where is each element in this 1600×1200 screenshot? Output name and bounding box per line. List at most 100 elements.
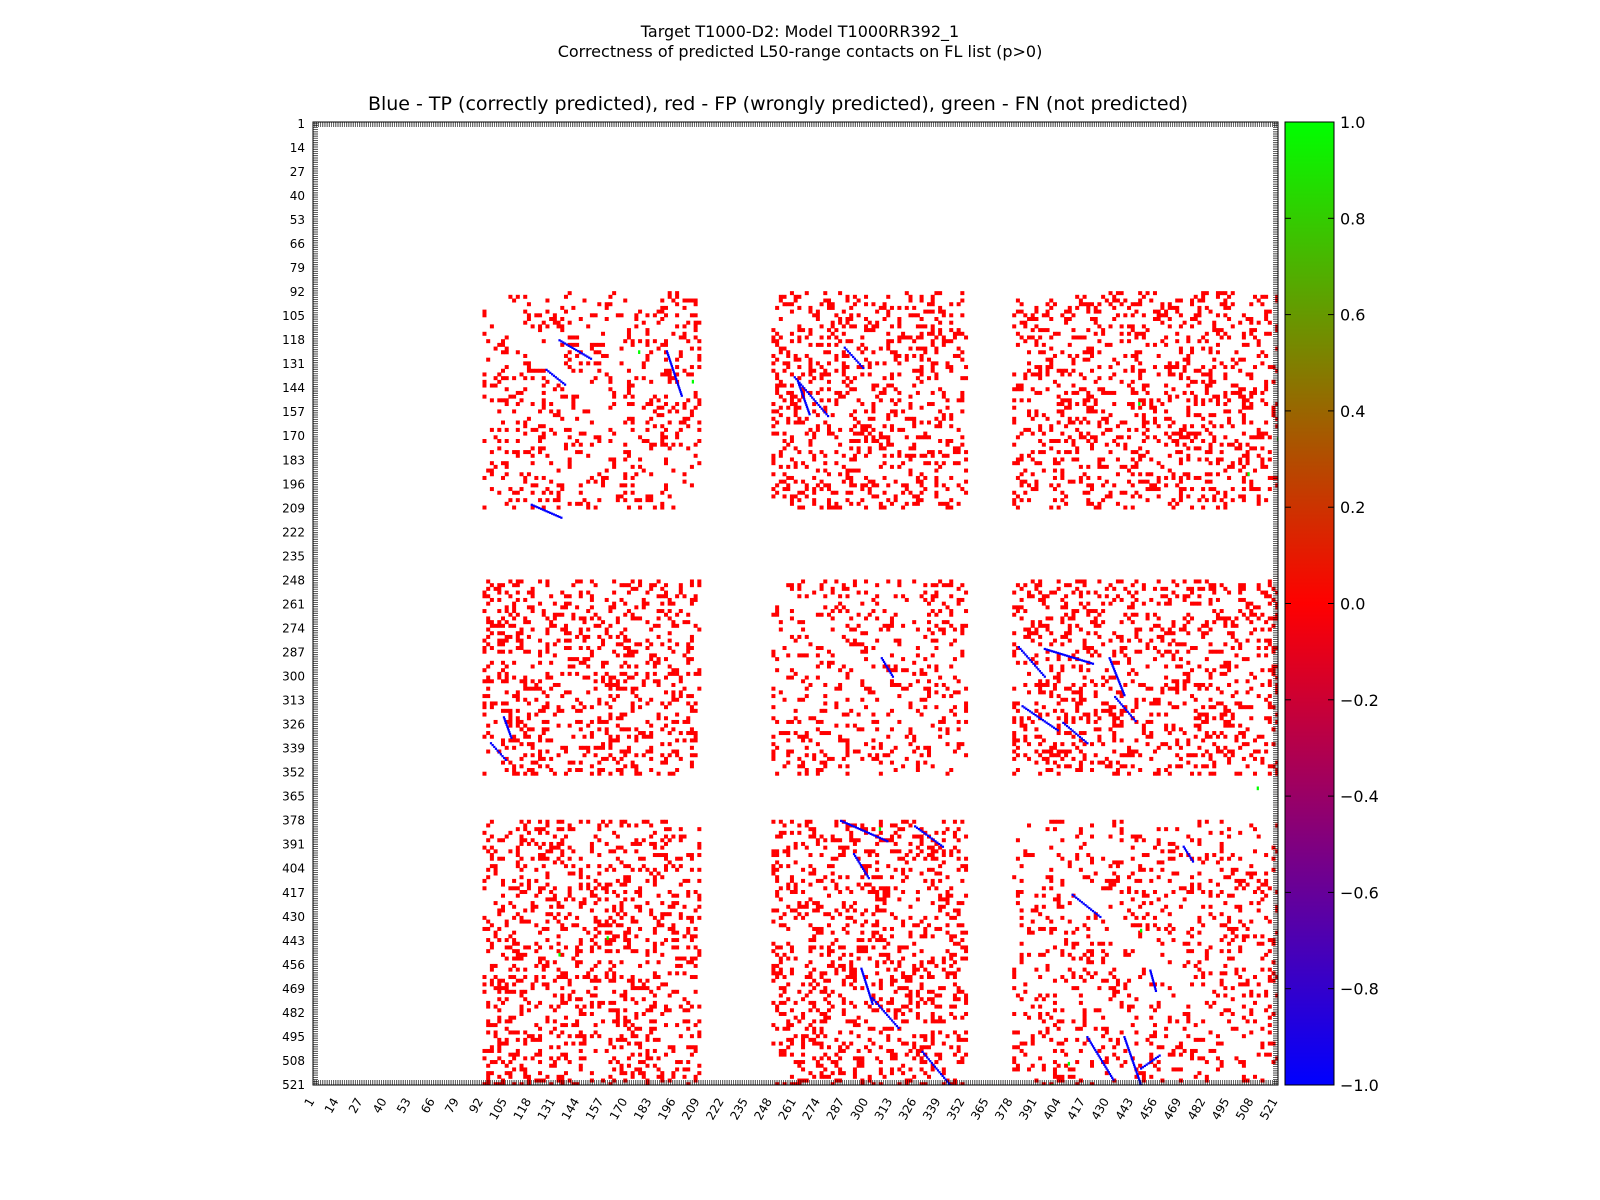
fp-contact-cell bbox=[952, 335, 957, 340]
fp-contact-cell bbox=[649, 442, 654, 447]
fp-contact-cell bbox=[1186, 594, 1191, 599]
fp-contact-cell bbox=[497, 638, 502, 643]
fp-contact-cell bbox=[552, 1019, 557, 1024]
fp-contact-cell bbox=[615, 949, 620, 954]
fp-contact-cell bbox=[930, 302, 935, 307]
fp-contact-cell bbox=[1064, 390, 1069, 395]
fp-contact-cell bbox=[1090, 435, 1095, 440]
fp-contact-cell bbox=[1012, 731, 1017, 736]
fp-contact-cell bbox=[915, 475, 920, 480]
fp-contact-cell bbox=[1049, 335, 1054, 340]
fp-contact-cell bbox=[523, 620, 528, 625]
fp-contact-cell bbox=[1038, 427, 1043, 432]
fp-contact-cell bbox=[960, 653, 965, 658]
fp-contact-cell bbox=[1264, 387, 1269, 392]
fp-contact-cell bbox=[1171, 365, 1176, 370]
fp-contact-cell bbox=[808, 442, 813, 447]
fp-contact-cell bbox=[912, 446, 917, 451]
fp-contact-cell bbox=[1164, 712, 1169, 717]
fp-contact-cell bbox=[871, 302, 876, 307]
fp-contact-cell bbox=[523, 294, 528, 299]
fp-contact-cell bbox=[964, 719, 969, 724]
fp-contact-cell bbox=[593, 919, 598, 924]
fp-contact-cell bbox=[1034, 734, 1039, 739]
fp-contact-cell bbox=[597, 930, 602, 935]
fp-contact-cell bbox=[1141, 424, 1146, 429]
fp-contact-cell bbox=[1175, 583, 1180, 588]
fp-contact-cell bbox=[1275, 675, 1278, 680]
fp-contact-cell bbox=[1178, 350, 1183, 355]
fp-contact-cell bbox=[482, 845, 487, 850]
fp-contact-cell bbox=[882, 361, 887, 366]
fp-contact-cell bbox=[619, 975, 624, 980]
fp-contact-cell bbox=[697, 365, 702, 370]
fp-contact-cell bbox=[534, 1004, 539, 1009]
fp-contact-cell bbox=[1267, 309, 1272, 314]
fp-contact-cell bbox=[500, 461, 506, 466]
fp-contact-cell bbox=[582, 298, 587, 303]
fp-contact-cell bbox=[626, 653, 631, 658]
fp-contact-cell bbox=[1012, 738, 1017, 743]
fp-contact-cell bbox=[515, 427, 520, 432]
fp-contact-cell bbox=[534, 697, 539, 702]
fp-contact-cell bbox=[1078, 749, 1083, 754]
fp-contact-cell bbox=[1171, 686, 1176, 691]
fp-contact-cell bbox=[1245, 342, 1250, 347]
fp-contact-cell bbox=[689, 975, 694, 980]
fp-contact-cell bbox=[604, 897, 609, 902]
fp-contact-cell bbox=[515, 453, 520, 458]
fp-contact-cell bbox=[1190, 753, 1195, 758]
fp-contact-cell bbox=[1064, 309, 1069, 314]
fp-contact-cell bbox=[1212, 424, 1217, 429]
fp-contact-cell bbox=[793, 638, 798, 643]
fp-contact-cell bbox=[912, 339, 917, 344]
fp-contact-cell bbox=[689, 867, 694, 872]
fp-contact-cell bbox=[538, 579, 543, 584]
fp-contact-cell bbox=[1023, 682, 1028, 687]
fp-contact-cell bbox=[638, 339, 643, 344]
fp-contact-cell bbox=[1097, 464, 1102, 469]
fp-contact-cell bbox=[1038, 583, 1043, 588]
fp-contact-cell bbox=[615, 642, 620, 647]
fp-contact-cell bbox=[523, 420, 528, 425]
fp-contact-cell bbox=[615, 845, 620, 850]
fp-contact-cell bbox=[1038, 579, 1043, 584]
fp-contact-cell bbox=[849, 668, 854, 673]
fp-contact-cell bbox=[1078, 627, 1083, 632]
fp-contact-cell bbox=[1197, 457, 1202, 462]
fp-contact-cell bbox=[1115, 291, 1120, 296]
fp-contact-cell bbox=[856, 642, 861, 647]
fp-contact-cell bbox=[938, 409, 943, 414]
fp-contact-cell bbox=[1208, 771, 1213, 776]
fp-contact-cell bbox=[1019, 716, 1024, 721]
fp-contact-cell bbox=[526, 819, 531, 824]
fp-contact-cell bbox=[1082, 376, 1087, 381]
fp-contact-cell bbox=[945, 583, 950, 588]
fp-contact-cell bbox=[1060, 368, 1065, 373]
fp-contact-cell bbox=[841, 583, 846, 588]
fp-contact-cell bbox=[1275, 605, 1278, 610]
fp-contact-cell bbox=[1115, 660, 1120, 665]
fp-contact-cell bbox=[489, 468, 494, 473]
fp-contact-cell bbox=[512, 450, 517, 455]
fp-contact-cell bbox=[1012, 498, 1017, 503]
fp-contact-cell bbox=[1093, 435, 1098, 440]
fp-contact-cell bbox=[656, 923, 661, 928]
fp-contact-cell bbox=[619, 960, 624, 965]
fp-contact-cell bbox=[1156, 745, 1161, 750]
fp-contact-cell bbox=[915, 760, 920, 765]
fp-contact-cell bbox=[578, 631, 583, 636]
fp-contact-cell bbox=[689, 705, 694, 710]
fp-contact-cell bbox=[1090, 487, 1095, 492]
fp-contact-cell bbox=[486, 675, 491, 680]
fp-contact-cell bbox=[1149, 597, 1154, 602]
fp-contact-cell bbox=[645, 353, 650, 358]
fp-contact-cell bbox=[582, 638, 587, 643]
fp-contact-cell bbox=[871, 324, 876, 329]
fp-contact-cell bbox=[1241, 475, 1246, 480]
fp-contact-cell bbox=[1023, 320, 1028, 325]
fp-contact-cell bbox=[571, 657, 576, 662]
fp-contact-cell bbox=[682, 971, 687, 976]
fp-contact-cell bbox=[534, 975, 539, 980]
fp-contact-cell bbox=[815, 742, 820, 747]
